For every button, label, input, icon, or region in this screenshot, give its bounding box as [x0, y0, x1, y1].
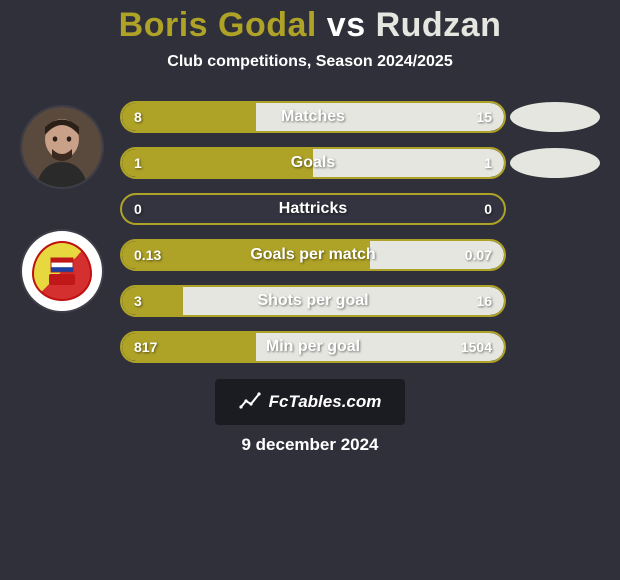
stat-value-player2: 0	[484, 201, 492, 217]
stat-value-player1: 0	[134, 201, 142, 217]
stat-value-player1: 3	[134, 293, 142, 309]
avatar-player1	[20, 105, 104, 189]
brand-box: FcTables.com	[215, 379, 406, 425]
stat-bar: 817 1504 Min per goal	[120, 331, 506, 363]
winner-oval	[510, 148, 600, 178]
page-title: Boris Godal vs Rudzan	[20, 6, 600, 45]
winner-oval	[510, 102, 600, 132]
stat-label: Goals	[291, 154, 335, 172]
avatars-column	[20, 101, 106, 313]
oval-spacer	[510, 286, 600, 316]
stat-value-player1: 1	[134, 155, 142, 171]
stat-row: 3 16 Shots per goal	[120, 285, 600, 317]
stat-value-player1: 0.13	[134, 247, 161, 263]
stat-bar: 1 1 Goals	[120, 147, 506, 179]
stat-value-player2: 1504	[461, 339, 492, 355]
date-text: 9 december 2024	[241, 435, 378, 455]
title-vs: vs	[327, 6, 366, 44]
stat-value-player2: 16	[476, 293, 492, 309]
stat-row: 1 1 Goals	[120, 147, 600, 179]
stat-label: Shots per goal	[257, 292, 368, 310]
bar-fill-player1	[122, 287, 183, 315]
stat-label: Matches	[281, 108, 345, 126]
brand-text: FcTables.com	[269, 392, 382, 412]
oval-spacer	[510, 194, 600, 224]
oval-spacer	[510, 332, 600, 362]
bar-fill-player1	[122, 103, 256, 131]
stat-row: 0.13 0.07 Goals per match	[120, 239, 600, 271]
oval-spacer	[510, 240, 600, 270]
subtitle: Club competitions, Season 2024/2025	[20, 53, 600, 71]
bar-fill-player2	[313, 149, 504, 177]
main-row: 8 15 Matches 1 1 Goals 0 0 Hattricks 0.13 0.07 Goal…	[20, 101, 600, 363]
title-player2: Rudzan	[376, 6, 502, 44]
stat-label: Goals per match	[250, 246, 375, 264]
stat-row: 0 0 Hattricks	[120, 193, 600, 225]
stat-label: Min per goal	[266, 338, 360, 356]
stat-value-player1: 8	[134, 109, 142, 125]
club-badge-icon	[32, 241, 92, 301]
stat-value-player1: 817	[134, 339, 157, 355]
stat-row: 8 15 Matches	[120, 101, 600, 133]
avatar-player1-icon	[22, 107, 102, 187]
stat-label: Hattricks	[279, 200, 347, 218]
stat-value-player2: 15	[476, 109, 492, 125]
stat-bar: 8 15 Matches	[120, 101, 506, 133]
bars-column: 8 15 Matches 1 1 Goals 0 0 Hattricks 0.13 0.07 Goal…	[120, 101, 600, 363]
stat-bar: 0.13 0.07 Goals per match	[120, 239, 506, 271]
stat-value-player2: 0.07	[465, 247, 492, 263]
chart-icon	[239, 391, 261, 413]
infographic-container: Boris Godal vs Rudzan Club competitions,…	[0, 0, 620, 580]
avatar-player2-badge	[20, 229, 104, 313]
stat-bar: 0 0 Hattricks	[120, 193, 506, 225]
footer: FcTables.com 9 december 2024	[20, 379, 600, 455]
title-player1: Boris Godal	[119, 6, 317, 44]
stat-row: 817 1504 Min per goal	[120, 331, 600, 363]
stat-bar: 3 16 Shots per goal	[120, 285, 506, 317]
stat-value-player2: 1	[484, 155, 492, 171]
club-badge-inner-icon	[45, 254, 79, 288]
bar-fill-player1	[122, 149, 313, 177]
